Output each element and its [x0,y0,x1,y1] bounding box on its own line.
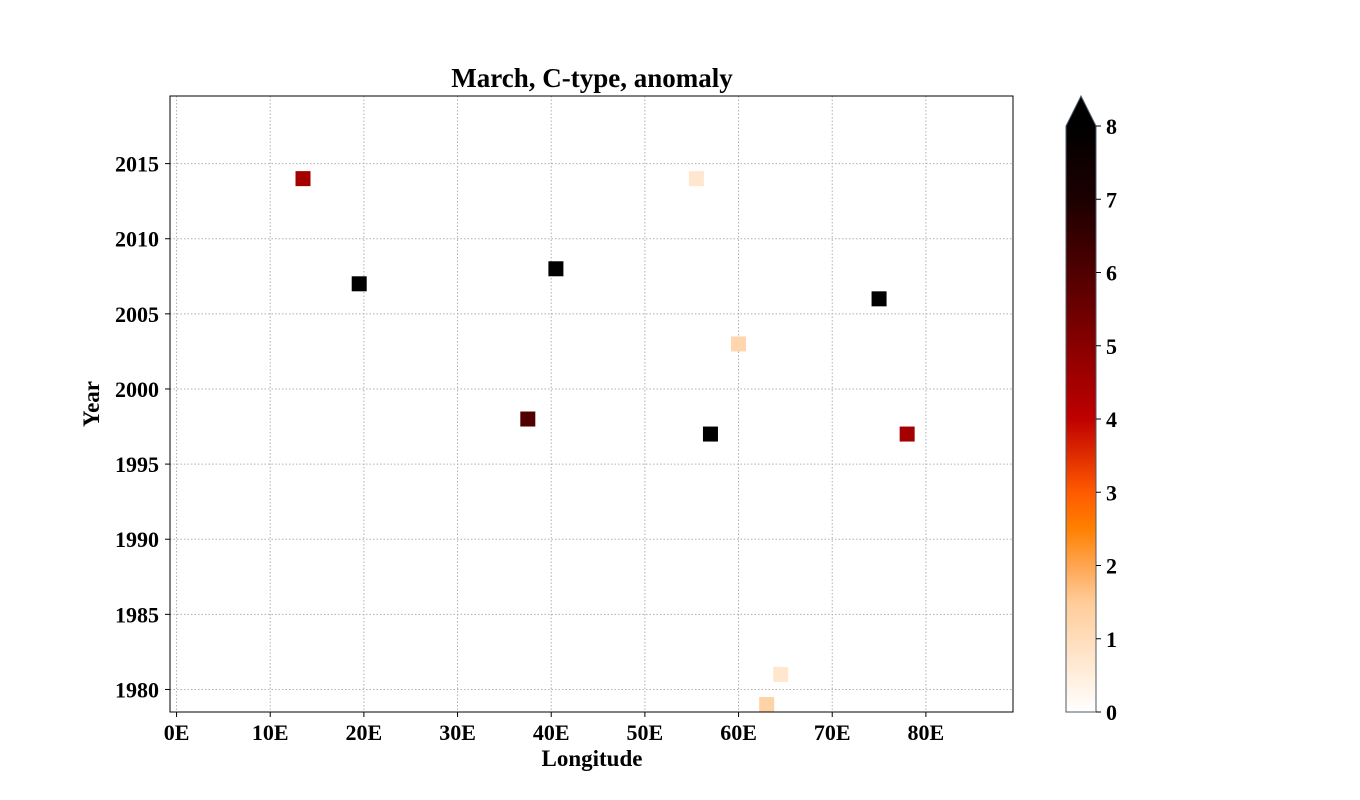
plot-frame [169,95,1014,713]
colorbar-gradient [1066,126,1096,712]
data-point [731,336,747,352]
colorbar-tick-label: 7 [1106,187,1117,212]
y-tick-label: 1980 [115,677,159,702]
data-point [548,261,564,277]
x-axis-ticks: 0E 10E 20E 30E 40E 50E 60E 70E 80E [164,712,945,745]
colorbar-tick-label: 0 [1106,700,1117,725]
data-point [871,291,887,307]
x-tick-label: 60E [720,720,757,745]
colorbar-tick-label: 2 [1106,554,1117,579]
chart-title: March, C-type, anomaly [451,63,733,93]
colorbar-frame [1065,94,1097,713]
data-point [295,171,311,187]
colorbar-tick-label: 1 [1106,627,1117,652]
colorbar-tick-label: 6 [1106,261,1117,286]
data-point [702,426,718,442]
colorbar-tick-label: 3 [1106,480,1117,505]
y-tick-label: 1990 [115,527,159,552]
colorbar-tick-label: 4 [1106,407,1117,432]
data-point [688,171,704,187]
y-tick-label: 2010 [115,227,159,252]
data-points [295,171,915,712]
y-tick-label: 2015 [115,152,159,177]
y-tick-label: 1995 [115,452,159,477]
x-tick-label: 20E [346,720,383,745]
data-point [520,411,536,427]
y-axis-ticks: 1980 1985 1990 1995 2000 2005 2010 2015 [115,152,170,702]
x-tick-label: 50E [627,720,664,745]
x-tick-label: 30E [439,720,476,745]
y-tick-label: 1985 [115,602,159,627]
data-point [351,276,367,292]
x-tick-label: 40E [533,720,570,745]
grid-lines [170,96,1013,712]
data-point [899,426,915,442]
x-axis-label: Longitude [542,746,643,771]
x-tick-label: 0E [164,720,190,745]
x-tick-label: 70E [814,720,851,745]
colorbar-tick-label: 5 [1106,334,1117,359]
colorbar-tick-label: 8 [1106,114,1117,139]
colorbar-extend-arrow [1066,96,1096,126]
x-tick-label: 80E [908,720,945,745]
y-tick-label: 2005 [115,302,159,327]
y-axis-label: Year [79,381,104,427]
y-tick-label: 2000 [115,377,159,402]
data-point [773,666,789,682]
colorbar: 0 1 2 3 4 5 6 7 8 [1065,94,1117,725]
colorbar-ticks: 0 1 2 3 4 5 6 7 8 [1096,114,1117,725]
x-tick-label: 10E [252,720,289,745]
data-point [759,696,775,712]
